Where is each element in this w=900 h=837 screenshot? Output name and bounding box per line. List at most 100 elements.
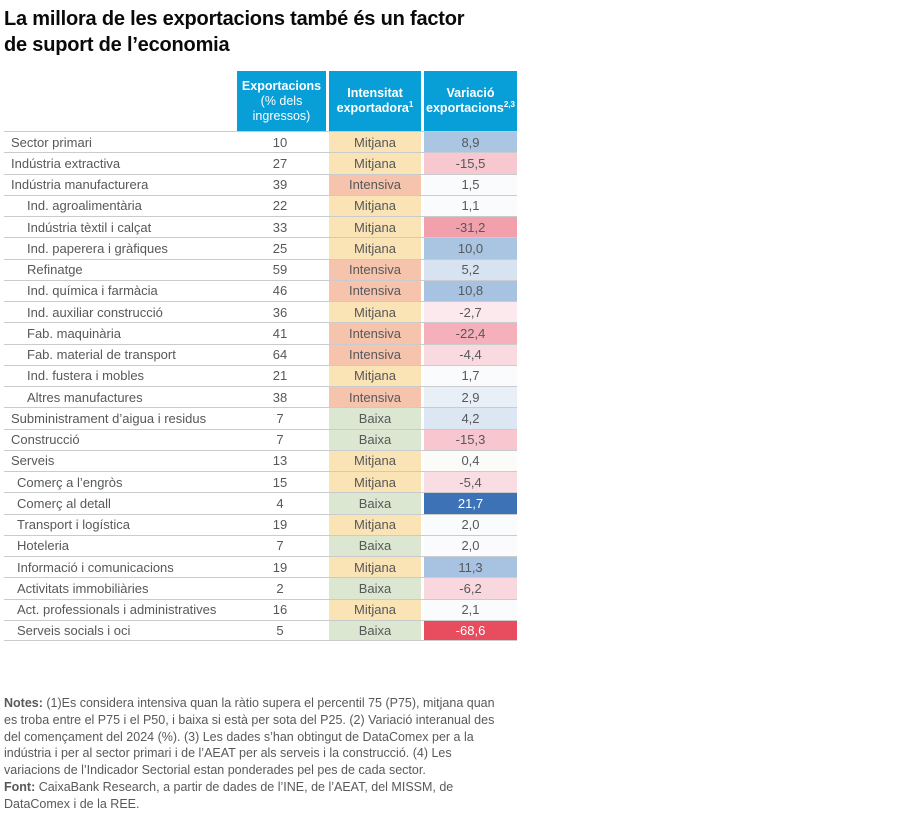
exports-share-value: 7 [276, 538, 284, 554]
export-intensity-value: Mitjana [326, 217, 421, 238]
sector-label: Comerç a l’engròs [17, 474, 123, 490]
column-header-subtitle: (% dels ingressos) [252, 93, 311, 123]
exports-share-value: 5 [276, 622, 284, 638]
exports-share-value: 19 [272, 559, 288, 575]
exports-share-value: 38 [272, 389, 288, 405]
exports-share-value: 36 [272, 304, 288, 320]
exports-share-value: 13 [272, 453, 288, 469]
export-variation-value: 0,4 [421, 450, 517, 471]
table-row: Ind. agroalimentària 22 Mitjana 1,1 [4, 194, 517, 216]
table-row: Ind. auxiliar construcció 36 Mitjana -2,7 [4, 301, 517, 323]
column-header-title: Intensitat [347, 86, 403, 100]
table-row: Fab. material de transport 64 Intensiva -4,… [4, 343, 517, 365]
export-variation-value: -15,5 [421, 153, 517, 174]
export-intensity-value: Intensiva [326, 344, 421, 365]
export-intensity-value: Mitjana [326, 238, 421, 259]
table-row: Act. professionals i administratives 16 Mi… [4, 598, 517, 620]
export-intensity-value: Mitjana [326, 153, 421, 174]
figure-title-line2: de suport de l’economia [4, 34, 230, 56]
sector-label: Ind. fustera i mobles [27, 368, 145, 384]
export-variation-value: 4,2 [421, 408, 517, 429]
export-variation-value: 2,0 [421, 535, 517, 556]
sector-label: Subministrament d’aigua i residus [11, 410, 207, 426]
column-header-footnote-marker: 1 [408, 99, 414, 109]
export-variation-value: -15,3 [421, 429, 517, 450]
source-text: CaixaBank Research, a partir de dades de… [4, 779, 454, 811]
export-variation-value: -4,4 [421, 344, 517, 365]
export-intensity-value: Intensiva [326, 387, 421, 408]
source-paragraph: Font: CaixaBank Research, a partir de da… [4, 779, 507, 813]
export-variation-value: 1,5 [421, 174, 517, 195]
sector-label: Construcció [11, 432, 80, 448]
sector-label: Act. professionals i administratives [17, 602, 217, 618]
sector-label: Informació i comunicacions [17, 559, 174, 575]
table-row: Informació i comunicacions 19 Mitjana 11,3 [4, 556, 517, 578]
sector-label: Indústria extractiva [11, 155, 121, 171]
export-intensity-value: Baixa [326, 620, 421, 640]
table-row: Altres manufactures 38 Intensiva 2,9 [4, 386, 517, 408]
sector-label: Ind. química i farmàcia [27, 283, 158, 299]
export-intensity-value: Baixa [326, 408, 421, 429]
column-header-exportacions: Exportacions (% dels ingressos) [234, 71, 326, 131]
exports-share-value: 15 [272, 474, 288, 490]
export-variation-value: -22,4 [421, 323, 517, 344]
exports-share-value: 59 [272, 262, 288, 278]
table-header-row: Exportacions (% dels ingressos) Intensitat… [4, 71, 517, 131]
exports-share-value: 16 [272, 602, 288, 618]
sector-label: Ind. paperera i gràfiques [27, 240, 168, 256]
export-intensity-value: Baixa [326, 429, 421, 450]
export-intensity-value: Mitjana [326, 450, 421, 471]
sector-label: Fab. maquinària [27, 325, 121, 341]
table-row: Ind. paperera i gràfiques 25 Mitjana 10,0 [4, 237, 517, 259]
column-header-footnote-marker: 2,3 [503, 99, 515, 109]
table-row: Ind. química i farmàcia 46 Intensiva 10,8 [4, 279, 517, 301]
sector-label: Activitats immobiliàries [17, 580, 149, 596]
column-header-subtitle: exportadora1 [336, 99, 414, 115]
notes-label: Notes: [4, 696, 43, 710]
exports-share-value: 10 [272, 134, 288, 150]
export-variation-value: 10,8 [421, 280, 517, 301]
export-intensity-value: Intensiva [326, 280, 421, 301]
table-row: Subministrament d’aigua i residus 7 Baixa 4… [4, 407, 517, 429]
table-row: Hoteleria 7 Baixa 2,0 [4, 534, 517, 556]
notes-paragraph: Notes: (1)Es considera intensiva quan la… [4, 695, 507, 779]
exports-share-value: 19 [272, 517, 288, 533]
table-row: Comerç al detall 4 Baixa 21,7 [4, 492, 517, 514]
exports-share-value: 21 [272, 368, 288, 384]
sector-label: Indústria tèxtil i calçat [27, 219, 152, 235]
export-intensity-value: Mitjana [326, 365, 421, 386]
export-variation-value: 21,7 [421, 493, 517, 514]
exports-share-value: 2 [276, 580, 284, 596]
sector-label: Hoteleria [17, 538, 70, 554]
export-variation-value: 8,9 [421, 132, 517, 153]
exports-share-value: 33 [272, 219, 288, 235]
export-intensity-value: Mitjana [326, 472, 421, 493]
table-row: Sector primari 10 Mitjana 8,9 [4, 131, 517, 153]
export-variation-value: 11,3 [421, 557, 517, 578]
sector-label: Ind. auxiliar construcció [27, 304, 163, 320]
export-variation-value: -2,7 [421, 302, 517, 323]
sector-label: Serveis socials i oci [17, 622, 131, 638]
column-header-title: Variació [446, 86, 495, 100]
table-row: Activitats immobiliàries 2 Baixa -6,2 [4, 577, 517, 599]
notes-text: (1)Es considera intensiva quan la ràtio … [4, 696, 495, 778]
export-variation-value: 5,2 [421, 259, 517, 280]
exports-share-value: 27 [272, 155, 288, 171]
sector-label: Fab. material de transport [27, 347, 176, 363]
export-intensity-value: Mitjana [326, 599, 421, 620]
table-row: Transport i logística 19 Mitjana 2,0 [4, 513, 517, 535]
table-row: Ind. fustera i mobles 21 Mitjana 1,7 [4, 364, 517, 386]
export-variation-value: -6,2 [421, 578, 517, 599]
sector-label: Sector primari [11, 134, 92, 150]
exports-share-value: 4 [276, 495, 284, 511]
figure-title: La millora de les exportacions també és … [4, 6, 900, 58]
table-row: Construcció 7 Baixa -15,3 [4, 428, 517, 450]
column-header-title: Exportacions [241, 78, 322, 93]
exports-share-value: 7 [276, 432, 284, 448]
sector-label: Altres manufactures [27, 389, 143, 405]
export-variation-value: -68,6 [421, 620, 517, 640]
table-row: Serveis socials i oci 5 Baixa -68,6 [4, 619, 517, 641]
export-intensity-value: Intensiva [326, 259, 421, 280]
table-row: Refinatge 59 Intensiva 5,2 [4, 258, 517, 280]
column-header-variacio: Variació exportacions2,3 [421, 71, 517, 131]
